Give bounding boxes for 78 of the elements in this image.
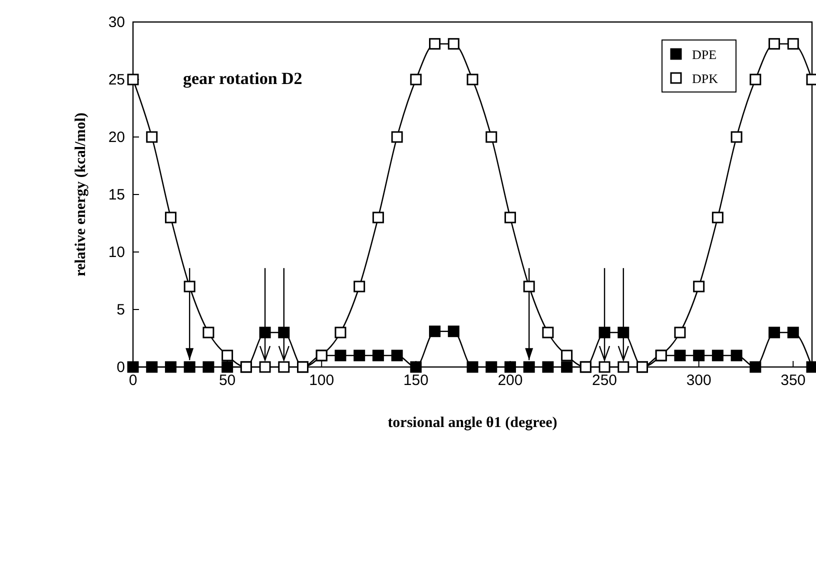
point bbox=[127, 361, 139, 373]
point bbox=[750, 74, 762, 86]
point bbox=[693, 350, 705, 362]
point bbox=[391, 350, 403, 362]
x-tick-label: 0 bbox=[128, 372, 138, 389]
x-tick-label: 250 bbox=[592, 372, 618, 389]
y-tick-label: 15 bbox=[108, 186, 125, 204]
point bbox=[561, 361, 573, 373]
point bbox=[429, 38, 441, 50]
point bbox=[523, 361, 535, 373]
point bbox=[448, 38, 460, 50]
point bbox=[410, 361, 422, 373]
y-tick-label: 20 bbox=[108, 129, 125, 146]
point bbox=[354, 350, 366, 362]
y-tick-label: 30 bbox=[108, 14, 125, 31]
point bbox=[354, 280, 366, 292]
point bbox=[391, 131, 403, 143]
point bbox=[278, 361, 290, 373]
point bbox=[429, 326, 441, 338]
point bbox=[542, 361, 554, 373]
point bbox=[334, 326, 346, 338]
point bbox=[372, 212, 384, 224]
point bbox=[768, 38, 780, 50]
point bbox=[787, 38, 799, 50]
x-tick-label: 350 bbox=[780, 372, 806, 389]
point bbox=[768, 326, 780, 338]
point bbox=[693, 280, 705, 292]
point bbox=[259, 361, 271, 373]
y-tick-label: 0 bbox=[116, 359, 125, 376]
y-axis-title: relative energy (kcal/mol) bbox=[73, 112, 89, 276]
point bbox=[448, 326, 460, 338]
point bbox=[712, 350, 724, 362]
y-tick-label: 10 bbox=[108, 244, 125, 261]
point bbox=[184, 361, 196, 373]
y-tick-label: 5 bbox=[116, 302, 125, 318]
point bbox=[674, 350, 686, 362]
point bbox=[146, 131, 158, 143]
x-tick-label: 100 bbox=[309, 372, 334, 389]
point bbox=[712, 212, 724, 224]
point bbox=[598, 326, 610, 338]
legend-label: DPE bbox=[692, 47, 717, 62]
point bbox=[674, 326, 686, 338]
annotation: gear rotation D2 bbox=[183, 69, 302, 88]
point bbox=[259, 326, 271, 338]
point bbox=[202, 361, 214, 373]
point bbox=[730, 350, 742, 362]
point bbox=[184, 280, 196, 292]
point bbox=[410, 74, 422, 86]
point bbox=[750, 361, 762, 373]
x-tick-label: 200 bbox=[498, 372, 523, 389]
legend-label: DPK bbox=[692, 71, 719, 86]
y-tick-label: 25 bbox=[108, 72, 125, 88]
x-tick-label: 50 bbox=[218, 372, 236, 389]
point bbox=[222, 350, 234, 362]
point bbox=[202, 326, 214, 338]
point bbox=[542, 326, 554, 338]
point bbox=[334, 350, 346, 362]
point bbox=[164, 361, 176, 373]
point bbox=[618, 361, 630, 373]
point bbox=[504, 212, 516, 224]
point bbox=[523, 280, 535, 292]
point bbox=[146, 361, 158, 373]
x-tick-label: 150 bbox=[403, 372, 428, 389]
point bbox=[164, 212, 176, 224]
point bbox=[486, 131, 498, 143]
point bbox=[730, 131, 742, 143]
point bbox=[466, 74, 478, 86]
point bbox=[372, 350, 384, 362]
point bbox=[618, 326, 630, 338]
point bbox=[222, 361, 234, 373]
point bbox=[787, 326, 799, 338]
point bbox=[278, 326, 290, 338]
point bbox=[466, 361, 478, 373]
x-axis-title: torsional angle θ1 (degree) bbox=[388, 415, 558, 431]
point bbox=[561, 350, 573, 362]
x-tick-label: 300 bbox=[686, 372, 712, 389]
point bbox=[504, 361, 516, 373]
point bbox=[486, 361, 498, 373]
